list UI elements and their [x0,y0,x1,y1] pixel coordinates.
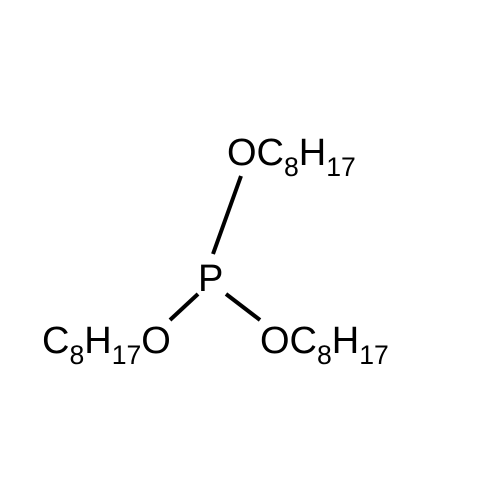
atom-top-group: OC8H17 [227,132,356,181]
atom-left-group: C8H17O [42,320,171,369]
bond-right [226,294,260,320]
bond-layer [0,0,500,500]
atom-center-p: P [198,258,223,301]
atom-right-group: OC8H17 [260,320,389,369]
bond-top [213,176,241,254]
chemical-structure-diagram: OC8H17 P C8H17O OC8H17 [0,0,500,500]
bond-left [170,294,198,320]
